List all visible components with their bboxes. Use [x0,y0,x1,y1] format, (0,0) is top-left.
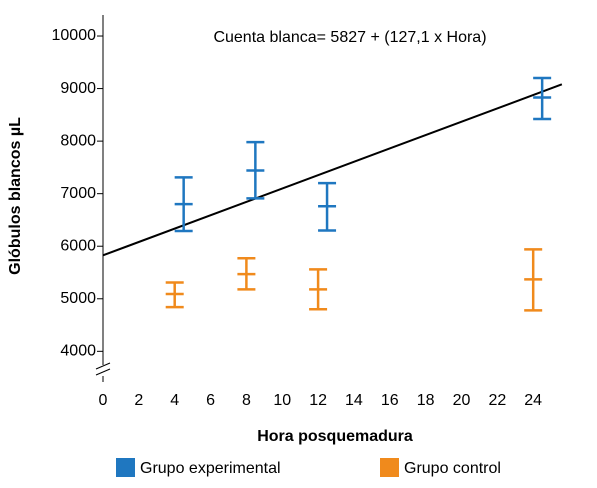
x-tick-label: 0 [99,392,108,409]
y-tick-label: 10000 [52,27,97,44]
x-tick-label: 2 [134,392,143,409]
x-tick-label: 24 [524,392,542,409]
annotation: Cuenta blanca= 5827 + (127,1 x Hora) [213,29,486,46]
x-tick-label: 4 [170,392,179,409]
x-tick-label: 22 [488,392,506,409]
x-tick-label: 8 [242,392,251,409]
y-tick-label: 4000 [60,343,96,360]
legend-swatch [380,458,399,477]
y-tick-label: 6000 [60,237,96,254]
x-tick-label: 20 [453,392,471,409]
y-axis-label: Glóbulos blancos µL [7,117,24,275]
x-tick-label: 12 [309,392,327,409]
y-tick-label: 9000 [60,80,96,97]
legend-label: Grupo control [404,460,501,477]
x-tick-label: 16 [381,392,399,409]
x-tick-label: 6 [206,392,215,409]
y-tick-label: 5000 [60,290,96,307]
x-axis-label: Hora posquemadura [257,428,413,445]
axis-break [95,362,111,370]
x-tick-label: 10 [273,392,291,409]
legend-swatch [116,458,135,477]
y-tick-label: 8000 [60,132,96,149]
y-tick-label: 7000 [60,185,96,202]
x-tick-label: 18 [417,392,435,409]
axis-break [95,368,111,376]
trend-line [102,83,563,257]
legend-label: Grupo experimental [140,460,281,477]
x-tick-label: 14 [345,392,363,409]
